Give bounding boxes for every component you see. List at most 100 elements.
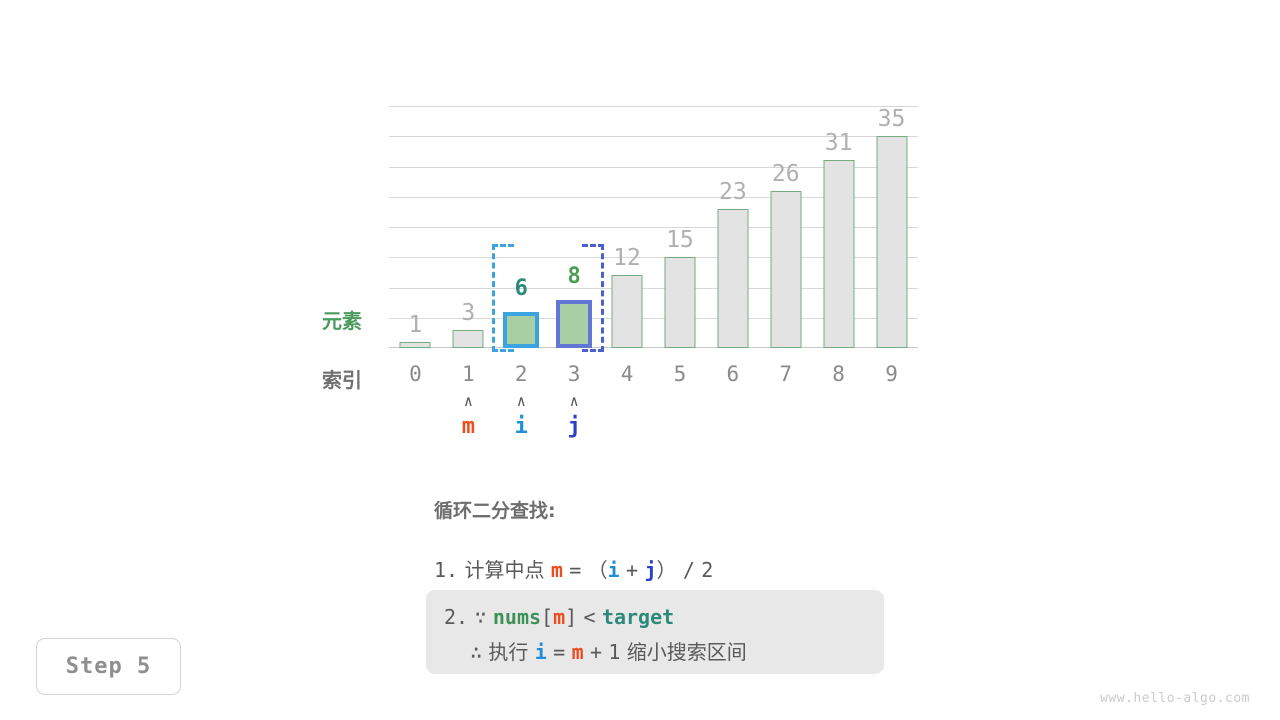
bar-slot: 1	[389, 106, 442, 348]
bar-value-label: 12	[613, 245, 641, 272]
bracket-cap-bottom-left	[491, 349, 514, 352]
step2-number: 2.	[444, 605, 469, 629]
bar-value-label: 3	[461, 299, 476, 326]
step1-var-i: i	[607, 558, 620, 582]
pointer-row: ∧ m ∧ i ∧ j	[389, 394, 918, 450]
gridline	[389, 317, 918, 319]
step2-one: 1	[608, 640, 621, 664]
axis-baseline	[389, 347, 918, 348]
index-axis: 0 1 2 3 4 5 6 7 8 9	[389, 362, 918, 390]
bar-value-label: 6	[514, 275, 528, 301]
step1-equals: =	[569, 558, 582, 582]
bar-value-label: 8	[567, 263, 581, 289]
step1-divisor: 2	[701, 558, 714, 582]
explanation-title: 循环二分查找:	[434, 500, 556, 522]
step2-exec-text: 执行	[488, 640, 529, 664]
pointer-j: ∧ j	[548, 394, 601, 438]
explanation-block: 循环二分查找: 1. 计算中点 m = （i + j） / 2	[434, 496, 904, 589]
bar-slot: 23	[706, 106, 759, 348]
bar-highlighted-j	[556, 299, 593, 348]
bar-slot: 26	[759, 106, 812, 348]
step1-text: 计算中点	[464, 558, 545, 582]
bar-value-label: 35	[877, 106, 906, 133]
index-tick-7: 7	[779, 362, 793, 386]
bar	[611, 275, 643, 348]
bar-slot: 35	[865, 106, 918, 348]
step2-because-symbol: ∵	[474, 605, 487, 629]
step2-tail-text: 缩小搜索区间	[626, 640, 747, 664]
explanation-step-2-line-1: 2. ∵ nums[m] < target	[444, 600, 866, 635]
step1-var-m: m	[550, 558, 563, 582]
bar-slot: 15	[654, 106, 707, 348]
bracket-cap-bottom-right	[581, 349, 604, 352]
step2-target: target	[601, 605, 675, 629]
bar	[770, 190, 802, 348]
index-tick-2: 2	[514, 362, 528, 386]
explanation-step-2-box: 2. ∵ nums[m] < target ∴ 执行 i = m + 1 缩小搜…	[426, 590, 884, 674]
bar	[664, 257, 696, 348]
step2-therefore-symbol: ∴	[470, 640, 483, 664]
bar-value-label: 1	[408, 311, 423, 338]
index-tick-5: 5	[673, 362, 687, 386]
step2-var-m2: m	[571, 640, 584, 664]
bar-value-label: 15	[666, 227, 694, 254]
bar	[399, 341, 431, 348]
gridline	[389, 287, 918, 289]
index-tick-3: 3	[567, 362, 581, 386]
bar-value-label: 26	[771, 160, 800, 187]
explanation-step-2-line-2: ∴ 执行 i = m + 1 缩小搜索区间	[444, 635, 866, 670]
step2-nums: nums	[492, 605, 542, 629]
bar-slot: 12	[601, 106, 654, 348]
index-tick-0: 0	[409, 362, 422, 386]
step1-paren-close: ）	[656, 558, 677, 582]
bar-slot: 8	[548, 106, 601, 348]
axis-label-element: 元素	[322, 309, 362, 333]
pointer-label-i: i	[514, 414, 528, 439]
gridline	[389, 136, 918, 138]
gridline	[389, 257, 918, 259]
bar	[876, 136, 908, 348]
step2-equals: =	[553, 640, 566, 664]
gridline	[389, 196, 918, 198]
bar-value-label: 23	[718, 178, 747, 205]
gridline	[389, 166, 918, 168]
bar-highlighted-i	[503, 311, 540, 348]
step2-var-m: m	[553, 605, 566, 629]
index-tick-6: 6	[726, 362, 740, 386]
step2-bracket-open: [	[541, 605, 554, 629]
index-tick-8: 8	[832, 362, 845, 386]
pointer-caret-icon: ∧	[516, 392, 526, 410]
pointer-m: ∧ m	[442, 394, 495, 438]
step1-number: 1.	[434, 558, 459, 582]
gridline	[389, 106, 918, 107]
step1-paren-open: （	[587, 558, 608, 582]
step2-bracket-close: ]	[565, 605, 578, 629]
bar-slot: 6	[495, 106, 548, 348]
step-badge: Step 5	[36, 638, 181, 695]
index-tick-1: 1	[462, 362, 475, 386]
step2-plus: +	[589, 640, 603, 664]
index-tick-9: 9	[885, 362, 898, 386]
step1-var-j: j	[644, 558, 657, 582]
bar-value-label: 31	[824, 130, 853, 157]
bar	[717, 208, 749, 348]
pointer-label-m: m	[461, 414, 475, 439]
axis-label-index: 索引	[322, 368, 362, 392]
gridline	[389, 227, 918, 228]
pointer-label-j: j	[567, 414, 581, 439]
pointer-caret-icon: ∧	[569, 392, 579, 410]
index-tick-4: 4	[620, 362, 634, 386]
step1-slash: /	[682, 558, 695, 582]
step2-var-i: i	[534, 640, 547, 664]
pointer-caret-icon: ∧	[463, 392, 473, 410]
step2-less-than: <	[583, 605, 596, 629]
bar	[452, 329, 484, 348]
bar-slot: 3	[442, 106, 495, 348]
bar-slot: 31	[812, 106, 865, 348]
watermark: www.hello-algo.com	[1100, 691, 1250, 706]
explanation-step-1: 1. 计算中点 m = （i + j） / 2	[434, 551, 904, 589]
bar	[823, 160, 855, 348]
bar-chart: 1 3 6 8 12 15 23 26 31 35	[389, 106, 918, 348]
pointer-i: ∧ i	[495, 394, 548, 438]
step1-plus: +	[626, 558, 639, 582]
